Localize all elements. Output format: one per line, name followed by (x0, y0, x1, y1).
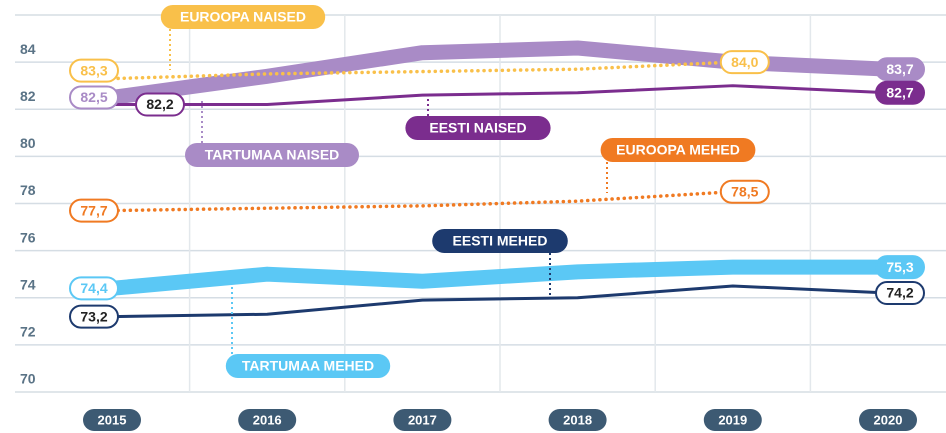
series-line (104, 259, 896, 296)
series-name: EESTI MEHED (453, 233, 548, 249)
value-label: 74,4 (80, 280, 107, 296)
value-label-box (69, 58, 119, 83)
value-label: 75,3 (886, 259, 913, 275)
value-label: 82,7 (886, 84, 913, 100)
series-name-pill (160, 5, 326, 29)
x-tick-pill (238, 409, 297, 431)
value-label-box (135, 92, 185, 117)
value-label-box (719, 50, 770, 75)
x-tick-pill (703, 409, 762, 431)
y-tick-label: 82 (20, 88, 36, 104)
y-tick-label: 84 (20, 41, 36, 57)
value-label: 82,2 (146, 96, 173, 112)
value-label-box (875, 255, 925, 280)
series-name: EESTI NAISED (429, 120, 526, 136)
value-label: 84,0 (731, 54, 758, 70)
value-label-box (875, 281, 925, 306)
value-label: 82,5 (80, 89, 107, 105)
series-line (110, 84, 890, 107)
series-name-pill (600, 138, 756, 162)
x-tick-pill (548, 409, 607, 431)
value-label-box (69, 304, 119, 329)
series-name: EUROOPA NAISED (180, 9, 306, 25)
series-name-pill (225, 354, 391, 378)
x-tick-label: 2018 (563, 412, 592, 427)
value-label-box (875, 80, 925, 105)
x-tick-label: 2017 (408, 412, 437, 427)
x-tick-pill (859, 409, 917, 431)
value-label-box (69, 276, 119, 301)
x-tick-label: 2020 (874, 412, 903, 427)
value-label: 77,7 (80, 202, 107, 218)
x-tick-label: 2016 (253, 412, 282, 427)
series-line (110, 189, 735, 213)
y-tick-label: 74 (20, 276, 36, 292)
value-label-box (69, 198, 119, 223)
value-label: 83,7 (886, 61, 913, 77)
y-tick-label: 80 (20, 135, 36, 151)
x-tick-label: 2019 (718, 412, 747, 427)
y-tick-label: 76 (20, 229, 36, 245)
value-label-box (719, 179, 770, 204)
x-tick-pill (83, 409, 141, 431)
series-name-pill (405, 116, 551, 140)
series-name: TARTUMAA MEHED (242, 358, 374, 374)
y-tick-label: 70 (20, 371, 36, 387)
series-line (110, 60, 735, 81)
value-label-box (69, 85, 119, 110)
series-name-pill (185, 143, 359, 167)
value-label: 73,2 (80, 308, 107, 324)
value-label: 74,2 (886, 285, 913, 301)
value-label: 78,5 (731, 183, 758, 199)
series-name: EUROOPA MEHED (616, 142, 740, 158)
y-tick-label: 78 (20, 182, 36, 198)
value-label-box (875, 57, 925, 82)
y-tick-label: 72 (20, 324, 36, 340)
series-line (110, 284, 890, 319)
series-name: TARTUMAA NAISED (205, 147, 340, 163)
value-label: 83,3 (80, 62, 107, 78)
series-name-pill (432, 229, 568, 253)
x-tick-label: 2015 (98, 412, 127, 427)
x-tick-pill (393, 409, 452, 431)
